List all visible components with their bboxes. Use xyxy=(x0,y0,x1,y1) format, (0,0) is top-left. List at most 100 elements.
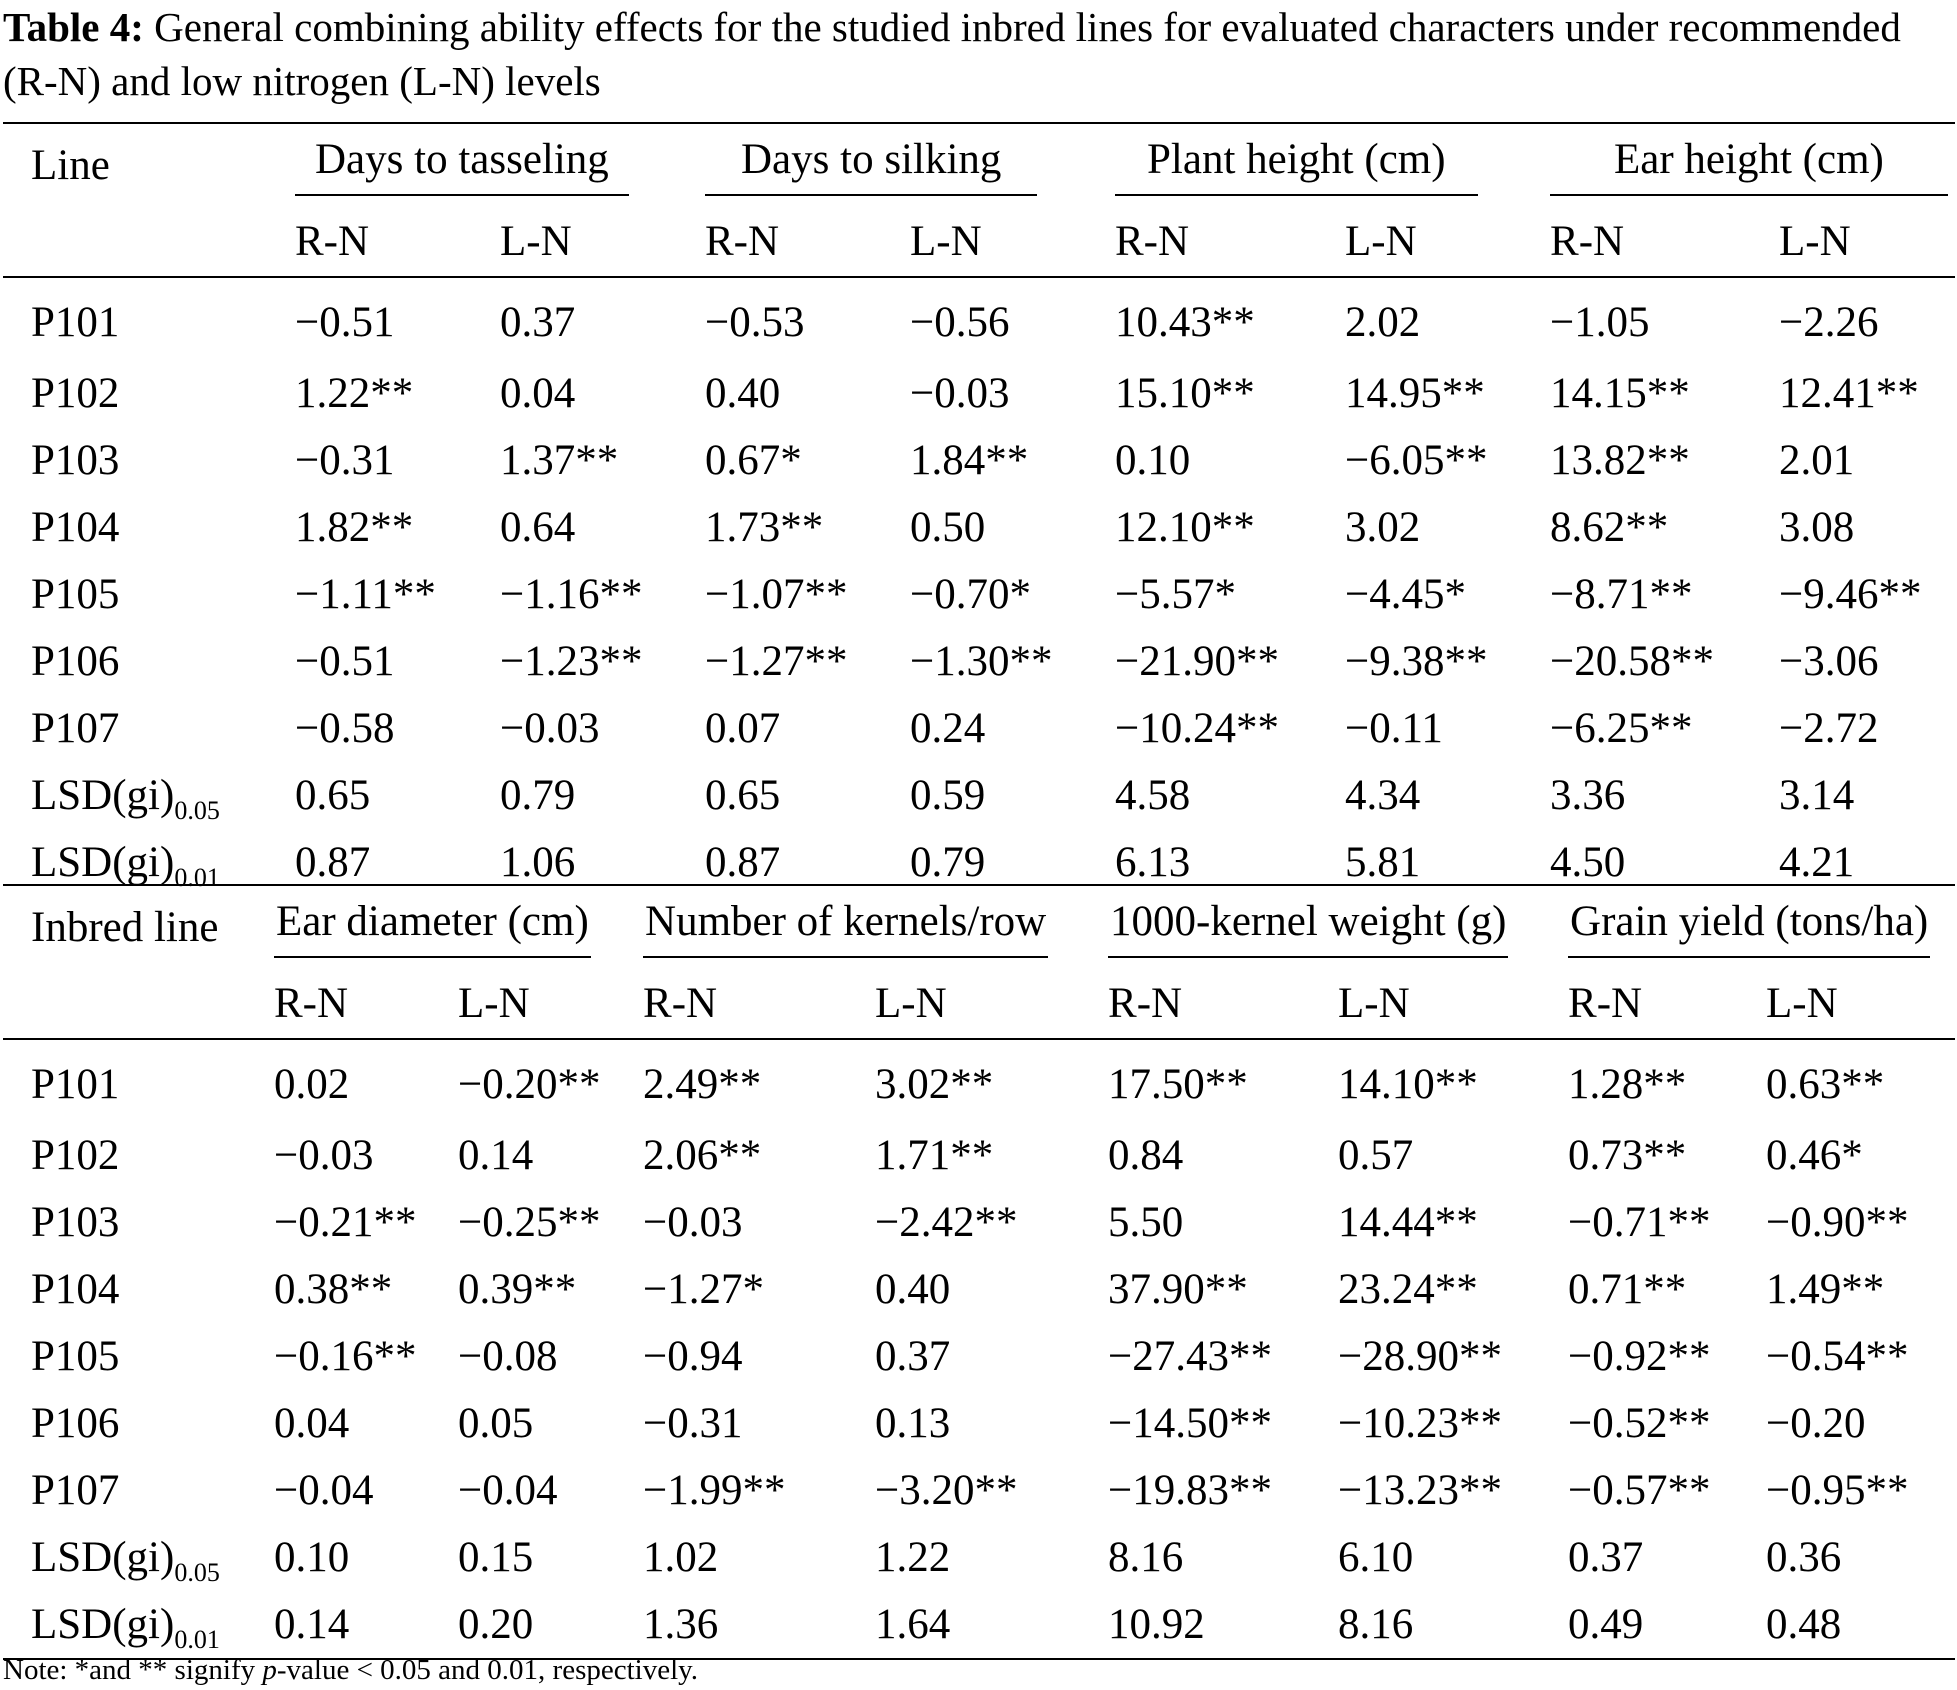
table-note: Note: *and ** signify p-value < 0.05 and… xyxy=(3,1652,698,1688)
lsd-label: LSD(gi)0.05 xyxy=(3,762,295,829)
table-cell: 0.46* xyxy=(1766,1132,1863,1179)
subheader-cell: L-N xyxy=(458,979,530,1027)
table-cell: −1.11** xyxy=(295,571,436,618)
table-cell: 0.40 xyxy=(705,370,781,417)
group-header: 1000-kernel weight (g) xyxy=(1108,885,1568,968)
table-cell: −0.94 xyxy=(643,1333,743,1380)
table-row: P103 −0.21** −0.25** −0.03 −2.42** 5.50 14.44*… xyxy=(3,1189,1955,1256)
table-cell: 0.63** xyxy=(1766,1060,1885,1108)
subheader-cell: R-N xyxy=(274,979,349,1027)
table-cell: −0.03 xyxy=(643,1199,743,1246)
table-cell: −10.23** xyxy=(1338,1400,1503,1447)
table-cell: 5.81 xyxy=(1345,839,1421,886)
subheader-cell: L-N xyxy=(1779,217,1851,265)
table-cell: 0.49 xyxy=(1568,1601,1644,1648)
table-cell: −1.16** xyxy=(500,571,643,618)
table-row: P107 −0.04 −0.04 −1.99** −3.20** −19.83** −13.… xyxy=(3,1457,1955,1524)
group-header: Grain yield (tons/ha) xyxy=(1568,885,1955,968)
table-cell: 4.50 xyxy=(1550,839,1626,886)
table-cell: 0.10 xyxy=(1115,437,1191,484)
table-cell: 0.36 xyxy=(1766,1534,1842,1581)
row-label: P105 xyxy=(31,1333,120,1380)
table-cell: 1.84** xyxy=(910,437,1029,484)
table-cell: 0.37 xyxy=(875,1333,951,1380)
caption-text: General combining ability effects for th… xyxy=(3,4,1901,104)
lsd-label-base: LSD(gi) xyxy=(31,1601,175,1648)
table-cell: −4.45* xyxy=(1345,571,1467,618)
caption-label: Table 4: xyxy=(3,4,144,50)
table-cell: 1.71** xyxy=(875,1132,994,1179)
subheader-cell: L-N xyxy=(500,217,572,265)
table-cell: 2.02 xyxy=(1345,298,1421,346)
table-cell: −0.51 xyxy=(295,638,395,685)
table-cell: 23.24** xyxy=(1338,1266,1478,1313)
subheader-cell: R-N xyxy=(1550,217,1625,265)
table-cell: −9.46** xyxy=(1779,571,1922,618)
subheader-cell: L-N xyxy=(875,979,947,1027)
table-cell: 1.36 xyxy=(643,1601,719,1648)
group-header-row: Inbred line Ear diameter (cm) Number of ke… xyxy=(3,885,1955,968)
table-cell: −1.30** xyxy=(910,638,1053,685)
table-cell: −5.57* xyxy=(1115,571,1237,618)
table-part-2: Inbred line Ear diameter (cm) Number of ke… xyxy=(3,884,1956,1660)
table-cell: 0.50 xyxy=(910,504,986,551)
table-cell: −2.26 xyxy=(1779,298,1879,346)
table-cell: −0.03 xyxy=(500,705,600,752)
table-cell: 1.37** xyxy=(500,437,619,484)
table-cell: 0.64 xyxy=(500,504,576,551)
lsd-label-subscript: 0.01 xyxy=(174,1625,220,1654)
table-cell: −0.52** xyxy=(1568,1400,1711,1447)
subheader-cell: R-N xyxy=(295,217,370,265)
table-cell: 0.65 xyxy=(295,772,371,819)
lsd-label-subscript: 0.05 xyxy=(174,796,220,825)
group-header-label: Number of kernels/row xyxy=(643,897,1049,958)
subheader-cell: L-N xyxy=(910,217,982,265)
group-header: Number of kernels/row xyxy=(643,885,1108,968)
table-cell: −21.90** xyxy=(1115,638,1280,685)
table-cell: 1.06 xyxy=(500,839,576,886)
table-cell: −0.51 xyxy=(295,298,395,346)
table-cell: 0.79 xyxy=(910,839,986,886)
subheader-row: R-N L-N R-N L-N R-N L-N R-N L-N xyxy=(3,206,1956,277)
table-cell: 1.02 xyxy=(643,1534,719,1581)
table-cell: −0.92** xyxy=(1568,1333,1711,1380)
table-row: P105 −1.11** −1.16** −1.07** −0.70* −5.57* −4.… xyxy=(3,561,1955,628)
table-cell: −19.83** xyxy=(1108,1467,1273,1514)
group-header-row: Line Days to tasseling Days to silking Plan… xyxy=(3,123,1955,206)
table-cell: −0.54** xyxy=(1766,1333,1909,1380)
lsd-label: LSD(gi)0.05 xyxy=(3,1524,274,1591)
table-row: P106 −0.51 −1.23** −1.27** −1.30** −21.90** −9… xyxy=(3,628,1955,695)
table-cell: 0.65 xyxy=(705,772,781,819)
table-cell: 0.15 xyxy=(458,1534,534,1581)
table-cell: −3.20** xyxy=(875,1467,1018,1514)
table-cell: 12.10** xyxy=(1115,504,1255,551)
table-row: P105 −0.16** −0.08 −0.94 0.37 −27.43** −28.90*… xyxy=(3,1323,1955,1390)
table-cell: −13.23** xyxy=(1338,1467,1503,1514)
table-cell: 8.62** xyxy=(1550,504,1669,551)
lsd-label-subscript: 0.01 xyxy=(174,863,220,892)
table-cell: −0.70* xyxy=(910,571,1032,618)
table-cell: 0.14 xyxy=(274,1601,350,1648)
table-cell: 0.37 xyxy=(500,298,576,346)
table-row: P107 −0.58 −0.03 0.07 0.24 −10.24** −0.11 −6.25… xyxy=(3,695,1955,762)
row-label: P107 xyxy=(31,705,120,752)
table-cell: −0.71** xyxy=(1568,1199,1711,1246)
table-cell: −0.04 xyxy=(458,1467,558,1514)
table-cell: 0.04 xyxy=(500,370,576,417)
table-cell: 1.49** xyxy=(1766,1266,1885,1313)
table-cell: 1.64 xyxy=(875,1601,951,1648)
group-header: Ear diameter (cm) xyxy=(274,885,643,968)
row-label: P104 xyxy=(31,504,120,551)
table-cell: −0.21** xyxy=(274,1199,417,1246)
lsd-label: LSD(gi)0.01 xyxy=(3,1591,274,1659)
table-cell: 0.37 xyxy=(1568,1534,1644,1581)
table-cell: 3.02 xyxy=(1345,504,1421,551)
lsd-row: LSD(gi)0.01 0.14 0.20 1.36 1.64 10.92 8.16 0.49… xyxy=(3,1591,1955,1659)
table-cell: 14.44** xyxy=(1338,1199,1478,1246)
subheader-cell: L-N xyxy=(1345,217,1417,265)
table-cell: 0.84 xyxy=(1108,1132,1184,1179)
table-cell: −6.25** xyxy=(1550,705,1693,752)
table-cell: 14.15** xyxy=(1550,370,1690,417)
note-prefix: Note: *and ** signify xyxy=(3,1654,263,1686)
table-cell: −27.43** xyxy=(1108,1333,1273,1380)
